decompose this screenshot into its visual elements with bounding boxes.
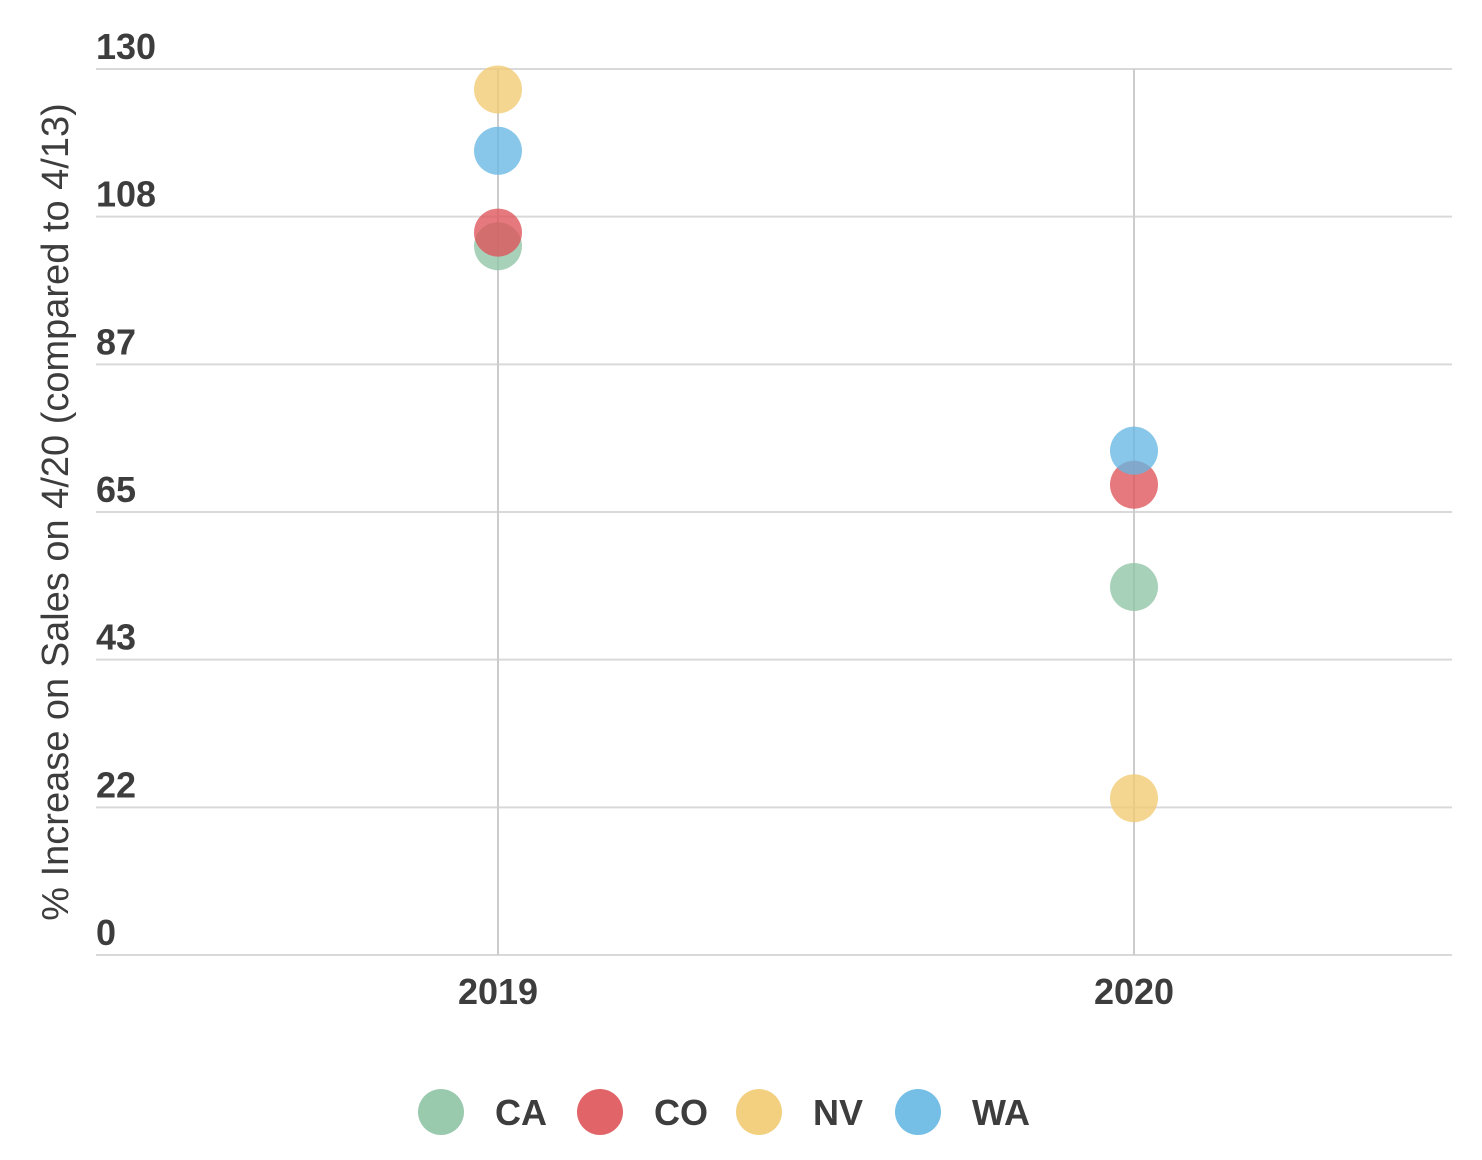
legend-marker-ca <box>418 1089 464 1135</box>
legend-label-wa: WA <box>972 1092 1030 1133</box>
data-points <box>474 65 1158 823</box>
data-point-nv <box>1110 774 1158 823</box>
x-tick-label: 2020 <box>1094 971 1174 1012</box>
y-axis-ticks: 0 22 43 65 87 108 130 <box>96 26 156 953</box>
y-axis-label: % Increase on Sales on 4/20 (compared to… <box>35 103 77 920</box>
legend-label-ca: CA <box>495 1092 547 1133</box>
legend-marker-wa <box>895 1089 941 1135</box>
y-tick-label: 87 <box>96 321 136 362</box>
legend: CA CO NV WA <box>418 1089 1030 1135</box>
y-tick-label: 108 <box>96 174 156 215</box>
y-tick-label: 0 <box>96 912 116 953</box>
legend-marker-nv <box>736 1089 782 1135</box>
y-tick-label: 43 <box>96 617 136 658</box>
data-point-ca <box>1110 562 1158 611</box>
y-tick-label: 130 <box>96 26 156 67</box>
data-point-wa <box>474 126 522 175</box>
data-point-co <box>474 208 522 257</box>
legend-label-co: CO <box>654 1092 708 1133</box>
y-tick-label: 65 <box>96 469 136 510</box>
data-point-nv <box>474 65 522 114</box>
data-point-wa <box>1110 426 1158 475</box>
legend-label-nv: NV <box>813 1092 863 1133</box>
grid-lines <box>96 68 1452 956</box>
legend-marker-co <box>577 1089 623 1135</box>
y-tick-label: 22 <box>96 764 136 805</box>
data-point-co <box>1110 460 1158 509</box>
x-tick-label: 2019 <box>458 971 538 1012</box>
x-axis-ticks: 2019 2020 <box>458 971 1174 1012</box>
